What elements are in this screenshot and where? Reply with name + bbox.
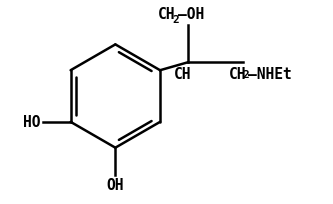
Text: CH: CH [158,7,175,21]
Text: HO: HO [23,115,41,130]
Text: OH: OH [107,178,124,193]
Text: 2: 2 [172,14,179,24]
Text: —NHEt: —NHEt [248,67,292,82]
Text: —OH: —OH [178,7,204,21]
Text: CH: CH [229,67,246,82]
Text: 2: 2 [242,70,249,80]
Text: CH: CH [174,67,191,82]
